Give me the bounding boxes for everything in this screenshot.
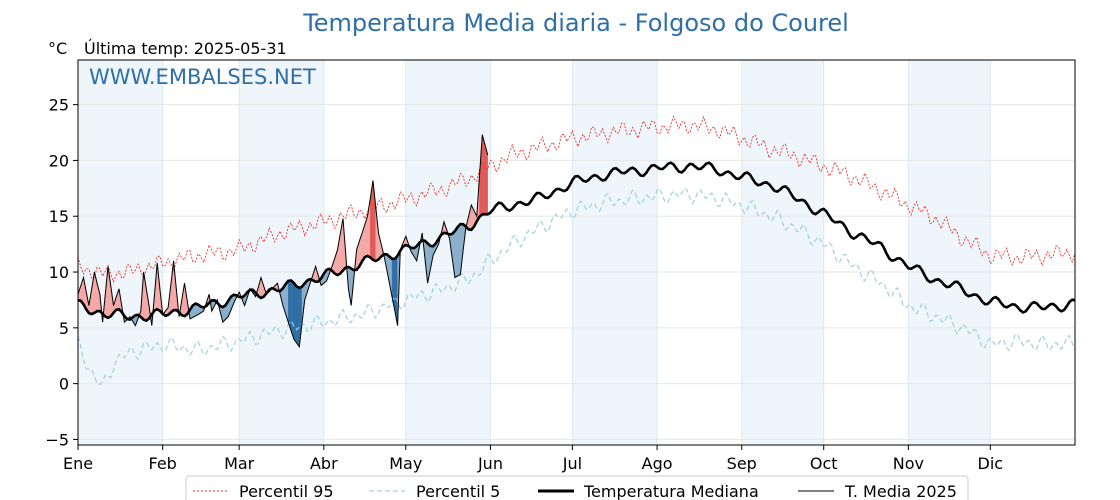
legend-label-p95: Percentil 95	[239, 482, 334, 500]
chart-title: Temperatura Media diaria - Folgoso do Co…	[302, 9, 849, 37]
y-tick-label: −5	[45, 430, 69, 449]
y-tick-label: 0	[59, 375, 69, 394]
month-band	[572, 60, 658, 445]
plot-frame	[77, 59, 1076, 446]
anomaly-below	[293, 282, 297, 344]
month-band	[908, 60, 991, 445]
y-tick-label: 25	[49, 96, 69, 115]
y-tick-label: 20	[49, 151, 69, 170]
series-line-2025	[77, 134, 489, 349]
series-line-p5	[77, 187, 1076, 386]
legend: Percentil 95 Percentil 5 Temperatura Med…	[185, 475, 969, 500]
anomaly-below	[296, 285, 300, 348]
last-temp-subtitle: Última temp: 2025-05-31	[84, 39, 287, 58]
legend-label-p5: Percentil 5	[416, 482, 500, 500]
legend-box	[185, 475, 969, 500]
x-tick-label: Sep	[727, 454, 757, 473]
grid-lines	[77, 60, 1075, 445]
x-axis: Ene Feb Mar Abr May Jun Jul Ago Sep Oct Nov Dic	[63, 445, 1003, 473]
legend-label-current: T. Media 2025	[844, 482, 957, 500]
anomaly-below	[454, 226, 458, 278]
x-tick-label: Jul	[562, 454, 582, 473]
watermark-text: WWW.EMBALSES.NET	[89, 65, 316, 89]
x-tick-label: Mar	[224, 454, 255, 473]
x-tick-label: Ene	[63, 454, 93, 473]
x-tick-label: Feb	[149, 454, 177, 473]
y-tick-label: 15	[49, 207, 69, 226]
y-tick-label: 10	[49, 263, 69, 282]
x-tick-label: Dic	[978, 454, 1004, 473]
month-band	[405, 60, 491, 445]
x-tick-label: Ago	[642, 454, 673, 473]
y-unit-label: °C	[48, 39, 67, 58]
month-bands	[78, 60, 991, 445]
x-tick-label: Oct	[810, 454, 838, 473]
x-tick-label: Abr	[310, 454, 338, 473]
series-lines	[77, 115, 1076, 386]
anomaly-above	[482, 134, 486, 215]
month-band	[78, 60, 163, 445]
x-tick-label: Jun	[477, 454, 503, 473]
month-band	[239, 60, 324, 445]
anomaly-below	[290, 280, 294, 340]
anomaly-below	[457, 223, 461, 277]
month-band	[741, 60, 824, 445]
series-line-median	[77, 161, 1076, 323]
anomaly-above	[484, 144, 488, 215]
x-tick-label: May	[389, 454, 422, 473]
y-tick-label: 5	[59, 319, 69, 338]
legend-label-median: Temperatura Mediana	[583, 482, 759, 500]
x-tick-label: Nov	[893, 454, 924, 473]
y-axis: −5 0 5 10 15 20 25	[45, 96, 78, 449]
